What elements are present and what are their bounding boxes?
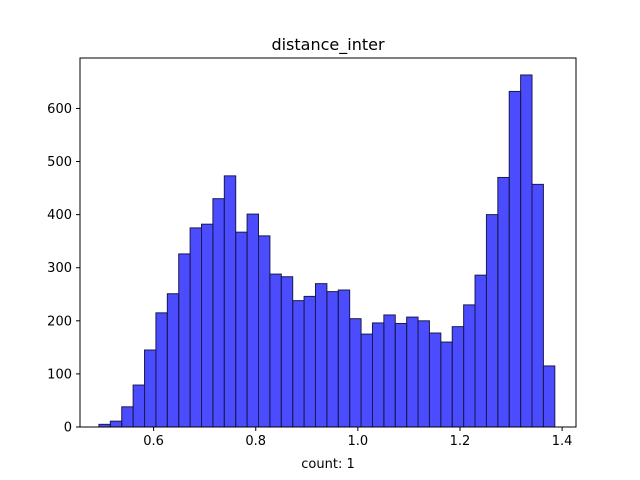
y-tick-label: 200 — [47, 314, 72, 329]
histogram-bar — [155, 312, 168, 428]
histogram-bar — [337, 289, 351, 428]
y-tick-label: 600 — [47, 102, 72, 117]
histogram-bar — [212, 198, 225, 428]
histogram-bar — [178, 253, 191, 428]
histogram-bar — [303, 295, 316, 428]
histogram-bar — [508, 90, 522, 428]
histogram-bar — [132, 384, 146, 428]
plot-frame — [79, 57, 577, 428]
x-axis-label: count: 1 — [301, 457, 354, 472]
y-tick-label: 400 — [47, 208, 72, 223]
chart-title: distance_inter — [271, 35, 385, 55]
histogram-bars — [98, 74, 556, 428]
histogram-bar — [520, 74, 533, 428]
histogram-bar — [406, 316, 419, 428]
x-tick-label: 0.8 — [245, 434, 266, 449]
histogram-bar — [497, 176, 510, 428]
x-tick-label: 1.0 — [348, 434, 369, 449]
histogram-bar — [440, 341, 453, 428]
histogram-bar — [280, 276, 294, 428]
histogram-bar — [269, 273, 282, 428]
histogram-bar — [223, 175, 237, 428]
histogram-bar — [189, 227, 203, 428]
y-axis-ticks: 0 100 200 300 400 500 600 — [47, 102, 80, 436]
histogram-bar — [428, 332, 442, 428]
histogram-bar — [360, 333, 373, 428]
histogram-bar — [417, 320, 430, 428]
x-tick-label: 1.2 — [450, 434, 471, 449]
histogram-bar — [235, 231, 248, 428]
histogram-bar — [292, 300, 305, 428]
histogram-bar — [474, 274, 487, 428]
y-tick-label: 0 — [64, 421, 72, 436]
histogram-bar — [394, 322, 408, 428]
histogram-bar — [166, 293, 180, 428]
histogram-bar — [383, 314, 396, 428]
histogram-bar — [109, 420, 123, 428]
x-tick-label: 1.4 — [552, 434, 573, 449]
histogram-bar — [201, 223, 214, 428]
histogram-bar — [121, 406, 134, 428]
histogram-bar — [485, 214, 499, 428]
y-tick-label: 100 — [47, 367, 72, 382]
histogram-bar — [326, 291, 339, 428]
histogram-bar — [531, 183, 544, 428]
histogram-bar — [144, 349, 157, 428]
histogram-bar — [314, 283, 328, 428]
histogram-bar — [257, 235, 271, 428]
y-tick-label: 300 — [47, 261, 72, 276]
histogram-bar — [349, 318, 362, 428]
histogram-bar — [246, 213, 259, 428]
y-tick-label: 500 — [47, 155, 72, 170]
histogram-bar — [463, 304, 476, 428]
x-tick-label: 0.6 — [143, 434, 164, 449]
histogram-bar — [371, 322, 385, 428]
x-axis-ticks: 0.6 0.8 1.0 1.2 1.4 — [143, 427, 572, 449]
histogram-bar — [451, 326, 465, 428]
histogram-bar — [542, 365, 556, 428]
